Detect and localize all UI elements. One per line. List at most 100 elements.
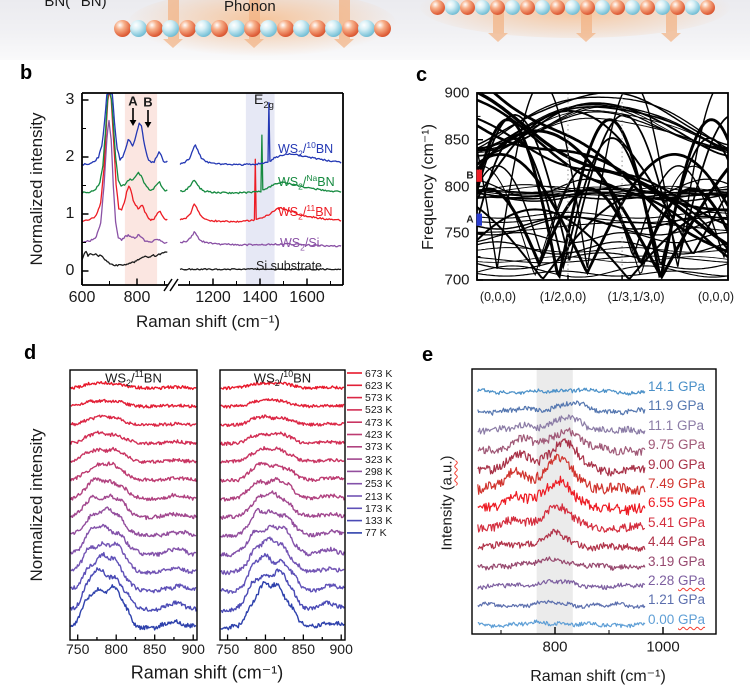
panel-d-x-tick-label: 750 [66, 641, 90, 657]
peak-annotation-arrows [129, 108, 152, 128]
temperature-curve-623K [70, 398, 197, 409]
phonon-band [477, 93, 728, 247]
arrow-head [488, 33, 508, 42]
spellcheck-flagged-text: GPa [678, 573, 706, 588]
pressure-curve-4.44 [477, 528, 646, 552]
temperature-curve-373K [220, 476, 345, 502]
nitrogen-atom [504, 0, 520, 15]
pressure-curve-3.19 [477, 556, 646, 571]
pressure-curve-7.49 [477, 453, 646, 496]
arrow-head [661, 33, 681, 42]
spectrum-curve-ws211bn [179, 158, 342, 223]
pressure-label-3.19: 3.19 GPa [648, 554, 705, 569]
temperature-curve-523K [70, 430, 197, 446]
legend-label-173K: 173 K [365, 502, 393, 515]
legend-label-298K: 298 K [365, 465, 393, 478]
text-segment: 2g [263, 99, 274, 111]
panel-d-ticks-0 [77, 634, 194, 640]
boron-atom [243, 19, 261, 37]
panel-d-curves-0 [70, 381, 197, 631]
temperature-curve-423K [70, 461, 197, 483]
panel-c-y-axis-label: Frequency (cm⁻¹) [420, 124, 437, 250]
pressure-label-2.28: 2.28 GPa [648, 573, 705, 588]
arrow-head [244, 39, 264, 48]
text-segment: / [131, 370, 135, 386]
boron-atom [211, 19, 229, 37]
spectrum-curve-ws2si [81, 119, 168, 244]
pressure-curve-2.28 [477, 579, 646, 591]
panel-c-y-tick-label: 900 [444, 84, 470, 102]
panel-d-title-0: WS2/11BN [105, 369, 162, 389]
panel-c-y-tick-label: 800 [444, 178, 470, 195]
nitrogen-atom [534, 0, 550, 15]
curve-label-sisubstrate: Si substrate [256, 259, 322, 273]
text-segment: 11 [134, 369, 144, 380]
temperature-curve-423K [220, 461, 345, 483]
nitrogen-atom [325, 19, 343, 37]
text-segment: 6.55 GPa [648, 495, 706, 511]
spectrum-curve-ws2si [179, 231, 342, 248]
pressure-curve-1.21 [477, 599, 646, 609]
panel-d-x-axis-label: Raman shift (cm⁻¹) [130, 662, 284, 683]
panel-e-x-tick-label: 800 [542, 638, 568, 656]
text-segment: 4.44 GPa [648, 534, 706, 550]
legend-label-133K: 133 K [365, 515, 393, 528]
text-segment: WS [278, 142, 299, 156]
boron-atom [549, 0, 565, 15]
legend-label-373K: 373 K [365, 441, 393, 454]
panel-b-y-tick-label: 0 [65, 262, 75, 279]
axis-break-slash [169, 278, 179, 292]
spectrum-curve-sisubstrate [179, 267, 342, 271]
text-segment: E [254, 91, 264, 107]
text-segment: 9.75 GPa [648, 437, 706, 453]
text-segment: Si substrate [256, 259, 323, 273]
arrow-shaft [665, 8, 677, 33]
text-segment: BN [315, 142, 334, 156]
phonon-band [477, 192, 728, 200]
panel-c-y-tick-label: 750 [444, 224, 470, 242]
pressure-label-1.21: 1.21 GPa [648, 592, 705, 607]
panel-b-y-tick-label: 3 [65, 91, 75, 108]
text-segment: 1.21 GPa [648, 592, 706, 608]
pressure-label-9.75: 9.75 GPa [648, 437, 705, 452]
arrow-head [334, 39, 354, 48]
text-segment: BN( [44, 0, 71, 10]
marker-a-label: A [466, 214, 474, 226]
boron-atom [113, 19, 131, 37]
panel-d-x-tick-label: 800 [253, 641, 278, 657]
panel-letter-d: d [24, 342, 37, 364]
legend-label-573K: 573 K [365, 392, 393, 405]
text-segment: 11 [306, 202, 316, 213]
phonon-band [477, 270, 728, 277]
marker-b-label: B [466, 170, 474, 182]
spectrum-curve-ws211bn [81, 93, 168, 223]
temperature-curve-373K [70, 477, 197, 502]
panel-c-plot [476, 92, 729, 281]
text-segment: 9.00 GPa [648, 456, 706, 472]
spellcheck-flagged-text: GPa [678, 611, 706, 627]
annotation-arrow-head [144, 122, 152, 128]
pressure-curve-14.1 [477, 387, 646, 396]
text-segment: BN [317, 175, 335, 189]
temperature-curve-253K [220, 524, 345, 558]
e2g-mode-shading [245, 93, 275, 285]
text-segment: WS [278, 175, 299, 189]
legend-label-623K: 623 K [365, 379, 393, 392]
pressure-curve-6.55 [477, 475, 646, 516]
temperature-curve-298K [70, 506, 197, 538]
temperature-curve-298K [220, 507, 345, 538]
text-segment: 2 [126, 378, 132, 389]
boron-atom [519, 0, 535, 15]
temperature-curve-253K [70, 523, 197, 557]
panel-c-x-axis-point-label: (0,0,0) [697, 290, 735, 304]
spectrum-curve-ws2nabn [179, 134, 342, 195]
text-segment: /Si [304, 236, 320, 250]
panel-e-plot [471, 368, 717, 635]
panel-e-x-tick-label: 1000 [646, 638, 680, 656]
pressure-curve-0.00 [477, 619, 646, 629]
text-segment: BN [143, 370, 162, 386]
temperature-curve-133K [220, 568, 345, 614]
pressure-curve-5.41 [477, 503, 646, 533]
nitrogen-atom [162, 19, 180, 37]
pressure-label-11.9: 11.9 GPa [648, 398, 704, 413]
